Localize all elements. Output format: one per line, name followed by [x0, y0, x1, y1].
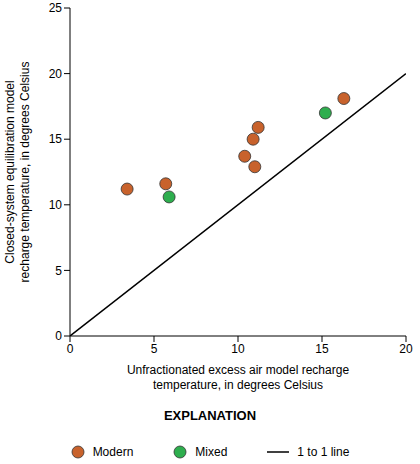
svg-text:20: 20: [399, 342, 412, 356]
html-text:Mixed: Mixed: [195, 445, 228, 459]
html-text:1 to 1 line: 1 to 1 line: [297, 445, 350, 459]
svg-text:Unfractionated excess air mode: Unfractionated excess air model recharge…: [127, 363, 349, 392]
svg-text:0: 0: [67, 342, 74, 356]
svg-text:0: 0: [55, 329, 62, 343]
svg-text:5: 5: [151, 342, 158, 356]
svg-text:25: 25: [49, 1, 63, 15]
html-text:Modern: Modern: [92, 445, 134, 459]
html-text:EXPLANATION: EXPLANATION: [163, 408, 257, 423]
svg-text:5: 5: [55, 264, 62, 278]
svg-text:15: 15: [315, 342, 329, 356]
svg-text:10: 10: [49, 198, 63, 212]
svg-text:10: 10: [231, 342, 245, 356]
svg-text:Closed-system equilibration mo: Closed-system equilibration modelrecharg…: [8, 62, 32, 283]
svg-text:15: 15: [49, 132, 63, 146]
svg-text:20: 20: [49, 67, 63, 81]
